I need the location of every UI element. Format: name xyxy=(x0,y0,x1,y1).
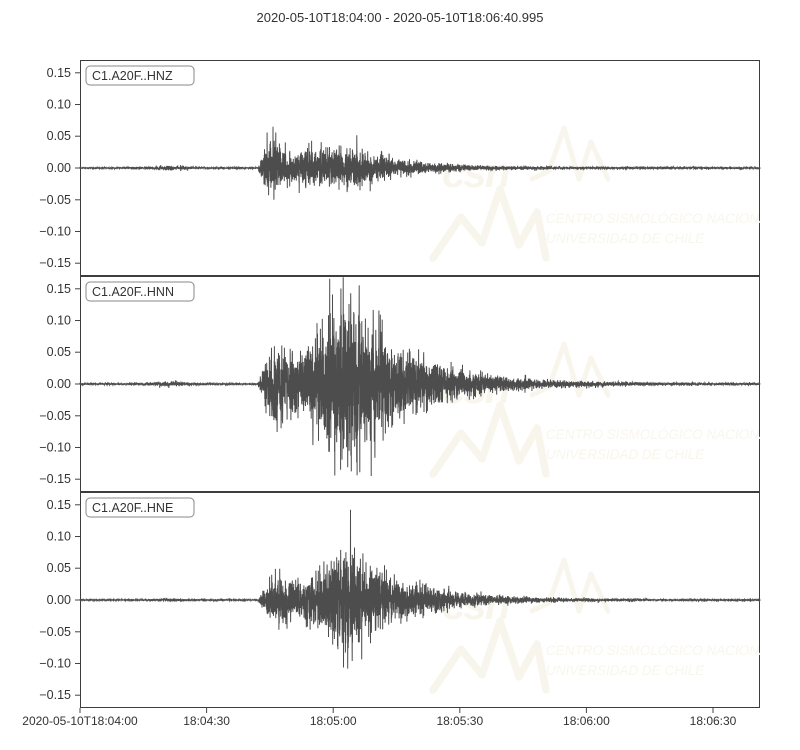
svg-text:0.05: 0.05 xyxy=(47,345,71,359)
svg-text:−0.10: −0.10 xyxy=(39,441,71,455)
svg-text:−0.05: −0.05 xyxy=(39,409,71,423)
svg-text:−0.10: −0.10 xyxy=(39,657,71,671)
svg-text:C1.A20F..HNZ: C1.A20F..HNZ xyxy=(92,69,173,83)
svg-text:0.10: 0.10 xyxy=(47,530,71,544)
svg-text:0.15: 0.15 xyxy=(47,282,71,296)
svg-text:0.10: 0.10 xyxy=(47,314,71,328)
svg-text:0.15: 0.15 xyxy=(47,498,71,512)
svg-text:UNIVERSIDAD DE CHILE: UNIVERSIDAD DE CHILE xyxy=(546,231,705,246)
svg-text:CENTRO SISMOLÓGICO NACIONAL: CENTRO SISMOLÓGICO NACIONAL xyxy=(546,211,776,226)
svg-text:18:05:30: 18:05:30 xyxy=(436,714,483,728)
svg-text:−0.15: −0.15 xyxy=(39,472,71,486)
svg-text:−0.05: −0.05 xyxy=(39,625,71,639)
svg-text:−0.15: −0.15 xyxy=(39,256,71,270)
svg-text:CENTRO SISMOLÓGICO NACIONAL: CENTRO SISMOLÓGICO NACIONAL xyxy=(546,643,776,658)
svg-text:0.00: 0.00 xyxy=(47,377,71,391)
svg-text:0.00: 0.00 xyxy=(47,593,71,607)
svg-text:2020-05-10T18:04:00: 2020-05-10T18:04:00 xyxy=(22,714,138,728)
svg-text:−0.05: −0.05 xyxy=(39,193,71,207)
svg-text:−0.10: −0.10 xyxy=(39,225,71,239)
svg-text:18:06:30: 18:06:30 xyxy=(690,714,737,728)
svg-text:18:04:30: 18:04:30 xyxy=(183,714,230,728)
svg-text:0.15: 0.15 xyxy=(47,66,71,80)
svg-text:0.10: 0.10 xyxy=(47,98,71,112)
svg-text:CENTRO SISMOLÓGICO NACIONAL: CENTRO SISMOLÓGICO NACIONAL xyxy=(546,427,776,442)
svg-text:C1.A20F..HNE: C1.A20F..HNE xyxy=(92,501,173,515)
svg-text:−0.15: −0.15 xyxy=(39,688,71,702)
svg-text:18:06:00: 18:06:00 xyxy=(563,714,610,728)
svg-text:0.05: 0.05 xyxy=(47,129,71,143)
svg-text:0.05: 0.05 xyxy=(47,561,71,575)
svg-text:0.00: 0.00 xyxy=(47,161,71,175)
svg-text:C1.A20F..HNN: C1.A20F..HNN xyxy=(92,285,174,299)
svg-text:UNIVERSIDAD DE CHILE: UNIVERSIDAD DE CHILE xyxy=(546,447,705,462)
svg-text:18:05:00: 18:05:00 xyxy=(310,714,357,728)
svg-text:UNIVERSIDAD DE CHILE: UNIVERSIDAD DE CHILE xyxy=(546,663,705,678)
